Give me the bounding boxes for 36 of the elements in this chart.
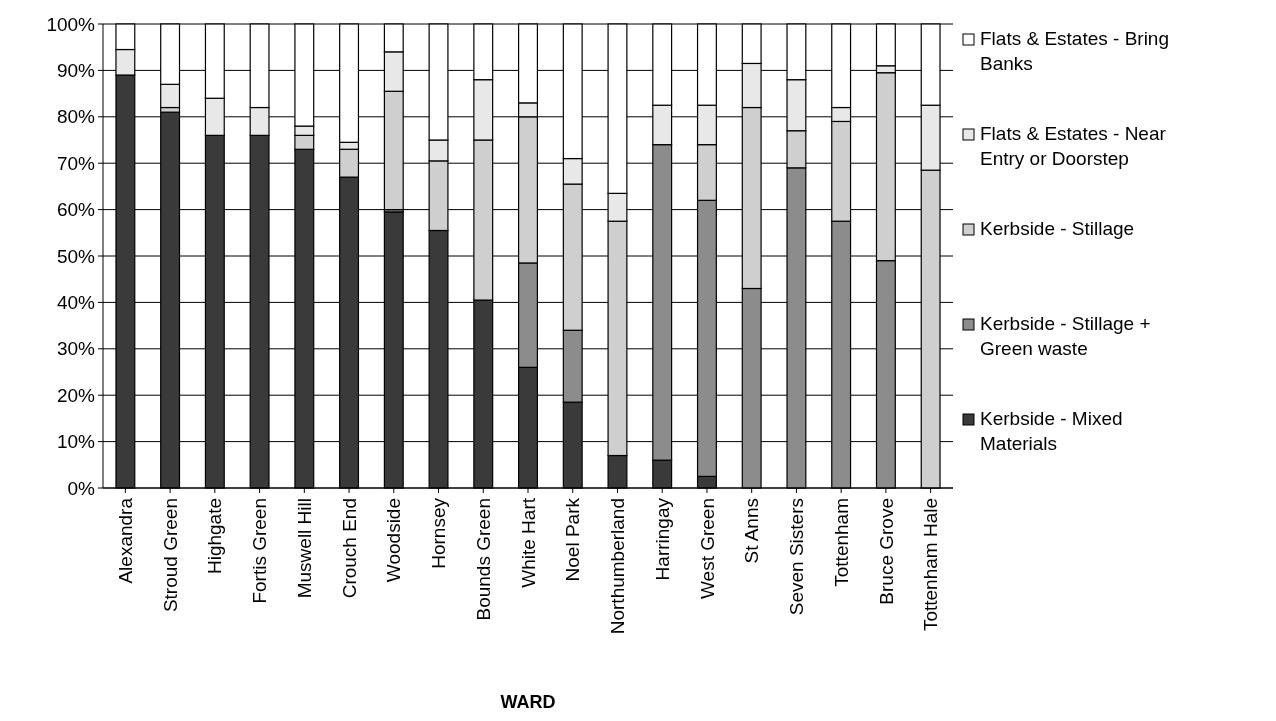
- x-tick-label: Crouch End: [338, 498, 360, 599]
- x-tick-label: Bounds Green: [472, 498, 494, 621]
- legend-label: Kerbside - Mixed Materials: [980, 408, 1123, 454]
- y-tick-label: 90%: [56, 60, 96, 82]
- x-tick-label: Highgate: [204, 498, 226, 575]
- y-tick-label: 10%: [56, 431, 96, 453]
- x-tick-label: Alexandra: [115, 497, 137, 584]
- x-tick-label: White Hart: [517, 497, 539, 588]
- x-tick-label: Northumberland: [607, 498, 629, 635]
- x-tick-label: Woodside: [383, 498, 405, 583]
- legend-label: Kerbside - Stillage: [980, 218, 1135, 239]
- x-tick-label: West Green: [696, 498, 718, 600]
- x-tick-label: Harringay: [651, 497, 673, 581]
- x-tick-label: Hornsey: [428, 497, 450, 569]
- y-tick-label: 0%: [67, 477, 96, 499]
- legend-label: Flats & Estates - Near Entry or Doorstep: [980, 123, 1167, 169]
- x-tick-label: Tottenham Hale: [920, 498, 942, 632]
- y-tick-label: 70%: [56, 152, 96, 174]
- y-tick-label: 60%: [56, 199, 96, 221]
- x-tick-label: Muswell Hill: [293, 498, 315, 599]
- y-tick-label: 100%: [46, 13, 96, 35]
- x-axis-title: WARD: [500, 692, 556, 712]
- legend-label: Flats & Estates - Bring Banks: [980, 28, 1170, 74]
- x-tick-label: Tottenham: [830, 498, 852, 587]
- x-tick-label: Stroud Green: [159, 498, 181, 613]
- y-tick-label: 30%: [56, 338, 96, 360]
- y-tick-label: 80%: [56, 106, 96, 128]
- x-tick-label: Bruce Grove: [875, 498, 897, 605]
- x-tick-label: Fortis Green: [249, 498, 271, 604]
- y-tick-label: 20%: [56, 384, 96, 406]
- x-tick-label: St Anns: [741, 498, 763, 564]
- y-tick-label: 50%: [56, 245, 96, 267]
- y-tick-label: 40%: [56, 292, 96, 314]
- x-tick-label: Seven Sisters: [786, 498, 808, 616]
- x-tick-label: Noel Park: [562, 497, 584, 582]
- legend-label: Kerbside - Stillage + Green waste: [980, 313, 1151, 359]
